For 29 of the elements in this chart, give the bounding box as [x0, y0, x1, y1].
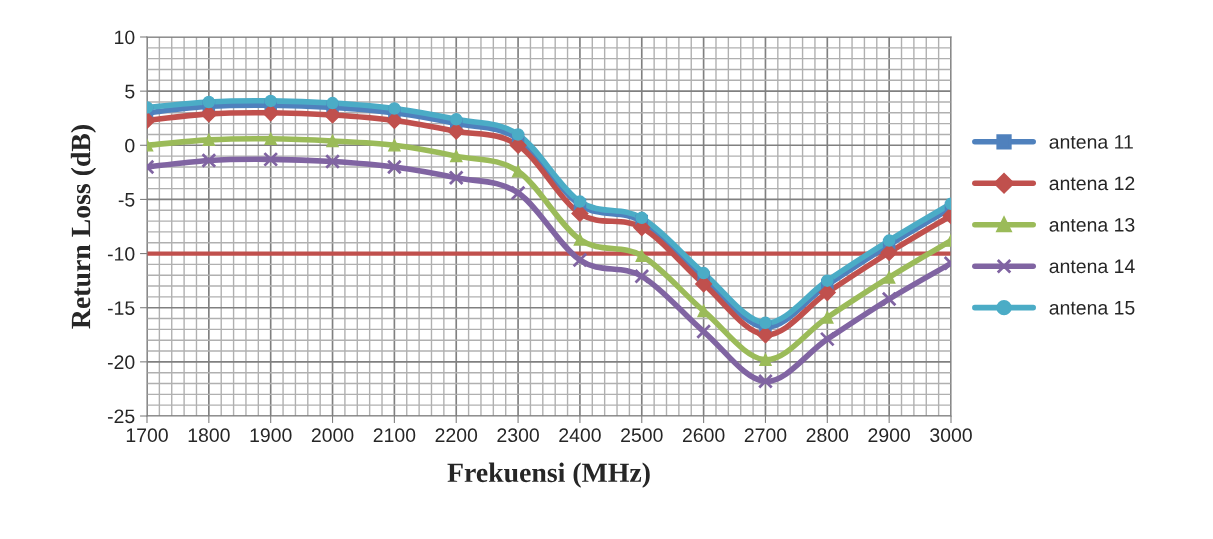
y-tick-label: 10: [115, 30, 135, 45]
y-tick-label: 0: [125, 138, 135, 153]
x-tick-label: 1900: [250, 428, 292, 443]
y-tick-label: -5: [118, 193, 135, 207]
y-tick-label: 5: [125, 84, 135, 99]
x-tick-label: 2700: [744, 428, 787, 443]
x-tick-label: 2400: [559, 428, 601, 443]
legend-label: antena 11: [1049, 135, 1133, 149]
y-tick-label: -10: [107, 247, 135, 261]
x-tick-label: 2900: [868, 428, 911, 443]
x-axis-title: Frekuensi (MHz): [447, 462, 650, 488]
x-tick-label: 2500: [621, 428, 663, 443]
x-tick-label: 2600: [682, 428, 725, 443]
x-tick-label: 1700: [126, 428, 168, 443]
x-tick-label: 2100: [373, 428, 416, 443]
x-tick-label: 1800: [188, 428, 230, 443]
x-tick-label: 2800: [806, 428, 849, 443]
x-tick-label: 2000: [311, 428, 354, 443]
x-tick-label: 2300: [497, 428, 539, 443]
y-tick-label: -20: [107, 355, 135, 370]
y-tick-label: -25: [107, 409, 135, 424]
x-tick-label: 3000: [930, 428, 972, 443]
y-tick-label: -15: [107, 301, 135, 315]
y-axis-title: Return Loss (dB): [70, 125, 96, 329]
legend-label: antena 14: [1049, 259, 1135, 274]
x-tick-label: 2200: [435, 428, 478, 443]
legend-label: antena 12: [1049, 176, 1135, 191]
legend-label: antena 13: [1049, 217, 1135, 232]
legend-label: antena 15: [1049, 301, 1135, 315]
